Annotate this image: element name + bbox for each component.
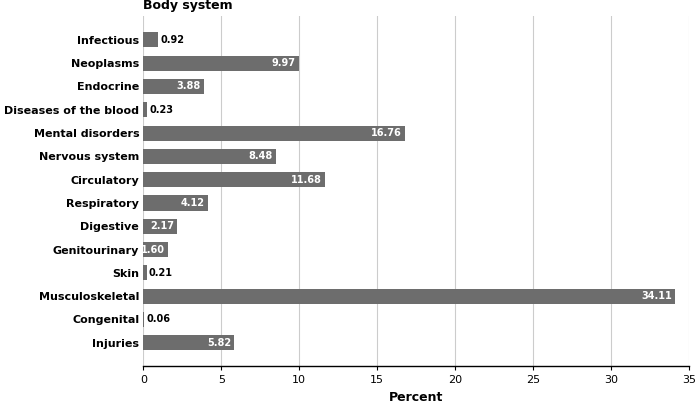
Text: 16.76: 16.76 — [371, 128, 401, 138]
Bar — [144, 79, 204, 94]
Bar — [144, 265, 146, 280]
Text: 8.48: 8.48 — [248, 151, 272, 162]
Bar — [144, 172, 326, 187]
Bar — [144, 195, 207, 211]
Bar — [144, 32, 158, 47]
Bar — [144, 242, 168, 257]
Text: 0.23: 0.23 — [149, 105, 174, 115]
Text: Body system: Body system — [144, 0, 233, 12]
Text: 34.11: 34.11 — [641, 291, 672, 301]
Bar — [144, 149, 276, 164]
Text: 4.12: 4.12 — [181, 198, 204, 208]
Text: 2.17: 2.17 — [150, 221, 174, 231]
Text: 3.88: 3.88 — [176, 82, 201, 91]
Bar — [144, 55, 299, 71]
Text: 0.06: 0.06 — [146, 315, 171, 324]
Bar — [144, 219, 177, 234]
Text: 9.97: 9.97 — [272, 58, 295, 68]
Bar — [144, 288, 675, 304]
Text: 0.92: 0.92 — [160, 35, 184, 45]
Text: 1.60: 1.60 — [141, 244, 165, 255]
Bar — [144, 126, 405, 141]
Text: 0.21: 0.21 — [149, 268, 173, 278]
X-axis label: Percent: Percent — [389, 391, 443, 404]
Text: 11.68: 11.68 — [291, 175, 322, 185]
Bar — [144, 102, 147, 118]
Text: 5.82: 5.82 — [206, 338, 231, 348]
Bar — [144, 335, 234, 350]
